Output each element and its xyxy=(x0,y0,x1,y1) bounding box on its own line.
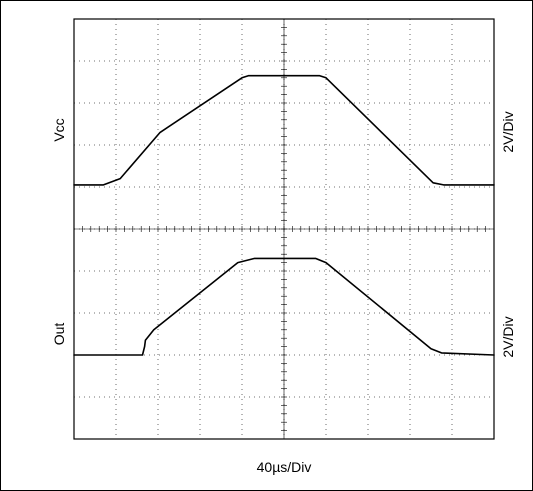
vcc-channel-label: Vcc xyxy=(51,118,67,141)
out-scale-label: 2V/Div xyxy=(500,316,516,357)
out-channel-label: Out xyxy=(51,323,67,346)
x-axis-label: 40µs/Div xyxy=(257,459,312,475)
traces xyxy=(73,74,495,356)
screen-border xyxy=(73,18,495,440)
trace-out xyxy=(73,257,495,356)
trace-vcc xyxy=(73,74,495,186)
grid xyxy=(74,19,494,439)
vcc-scale-label: 2V/Div xyxy=(500,111,516,152)
